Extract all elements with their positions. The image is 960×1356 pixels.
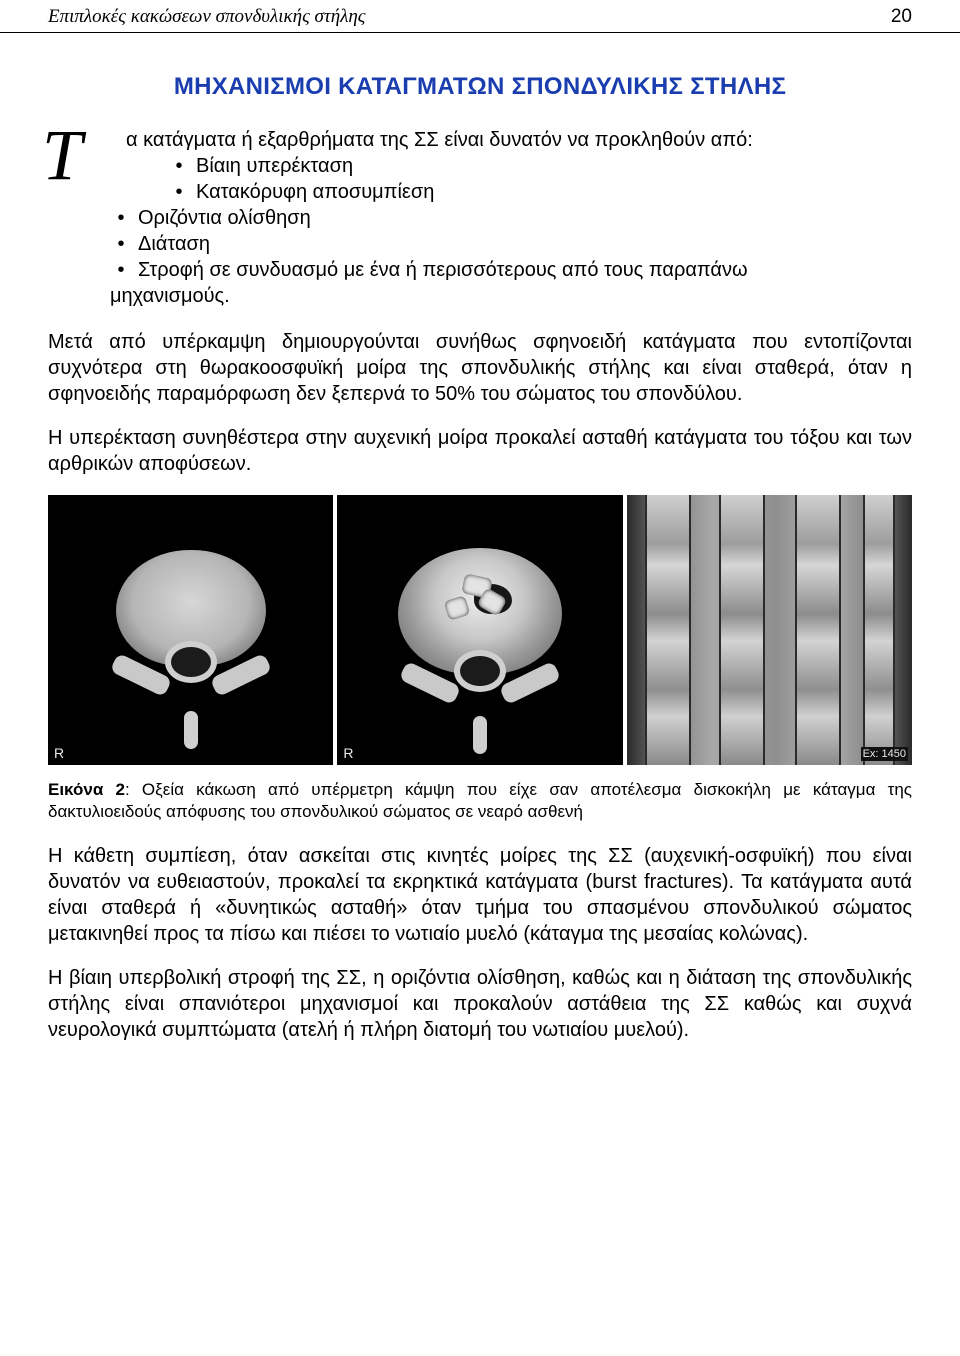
figure-caption: Εικόνα 2: Οξεία κάκωση από υπέρμετρη κάμ… <box>48 779 912 823</box>
caption-text: : Οξεία κάκωση από υπέρμετρη κάμψη που ε… <box>48 780 912 821</box>
ct-sagittal-recon: Ex: 1450 <box>627 495 912 765</box>
spinal-canal-icon <box>460 656 500 686</box>
spinous-process-icon <box>184 711 198 749</box>
caption-label: Εικόνα 2 <box>48 780 125 799</box>
paragraph-4: Η βίαιη υπερβολική στροφή της ΣΣ, η οριζ… <box>48 965 912 1043</box>
figure-2: R R Ex: 1450 <box>48 495 912 765</box>
list-item: Οριζόντια ολίσθηση <box>110 205 912 231</box>
ct-axial-fracture: R <box>337 495 622 765</box>
orientation-marker: R <box>54 745 64 761</box>
vertebral-column-icon <box>719 495 765 765</box>
paragraph-2: Η υπερέκταση συνηθέστερα στην αυχενική μ… <box>48 425 912 477</box>
content-area: ΜΗΧΑΝΙΣΜΟΙ ΚΑΤΑΓΜΑΤΩΝ ΣΠΟΝΔΥΛΙΚΗΣ ΣΤΗΛΗΣ… <box>0 33 960 1101</box>
paragraph-1: Μετά από υπέρκαμψη δημιουργούνται συνήθω… <box>48 329 912 407</box>
list-item: Διάταση <box>110 231 912 257</box>
running-title: Επιπλοκές κακώσεων σπονδυλικής στήλης <box>48 6 366 28</box>
running-header: Επιπλοκές κακώσεων σπονδυλικής στήλης 20 <box>0 0 960 33</box>
list-item: Στροφή σε συνδυασμό με ένα ή περισσότερο… <box>110 257 912 283</box>
intro-lead-line: α κατάγματα ή εξαρθρήματα της ΣΣ είναι δ… <box>126 127 912 153</box>
spinous-process-icon <box>473 716 487 754</box>
vertebral-column-icon <box>795 495 841 765</box>
mechanism-list: Βίαιη υπερέκταση Κατακόρυφη αποσυμπίεση … <box>48 153 912 283</box>
spinal-canal-icon <box>171 647 211 677</box>
mechanism-tail: μηχανισμούς. <box>110 283 912 309</box>
ct-axial-normal: R <box>48 495 333 765</box>
vertebral-column-icon <box>863 495 895 765</box>
paragraph-3: Η κάθετη συμπίεση, όταν ασκείται στις κι… <box>48 843 912 947</box>
drop-cap: Τ <box>42 119 82 191</box>
page-number: 20 <box>891 6 912 28</box>
vertebral-column-icon <box>645 495 691 765</box>
section-title: ΜΗΧΑΝΙΣΜΟΙ ΚΑΤΑΓΜΑΤΩΝ ΣΠΟΝΔΥΛΙΚΗΣ ΣΤΗΛΗΣ <box>48 73 912 101</box>
orientation-marker: R <box>343 745 353 761</box>
list-item: Κατακόρυφη αποσυμπίεση <box>168 179 912 205</box>
page: Επιπλοκές κακώσεων σπονδυλικής στήλης 20… <box>0 0 960 1356</box>
list-item: Βίαιη υπερέκταση <box>168 153 912 179</box>
exam-tag: Ex: 1450 <box>861 747 908 761</box>
intro-block: Τ α κατάγματα ή εξαρθρήματα της ΣΣ είναι… <box>48 127 912 309</box>
